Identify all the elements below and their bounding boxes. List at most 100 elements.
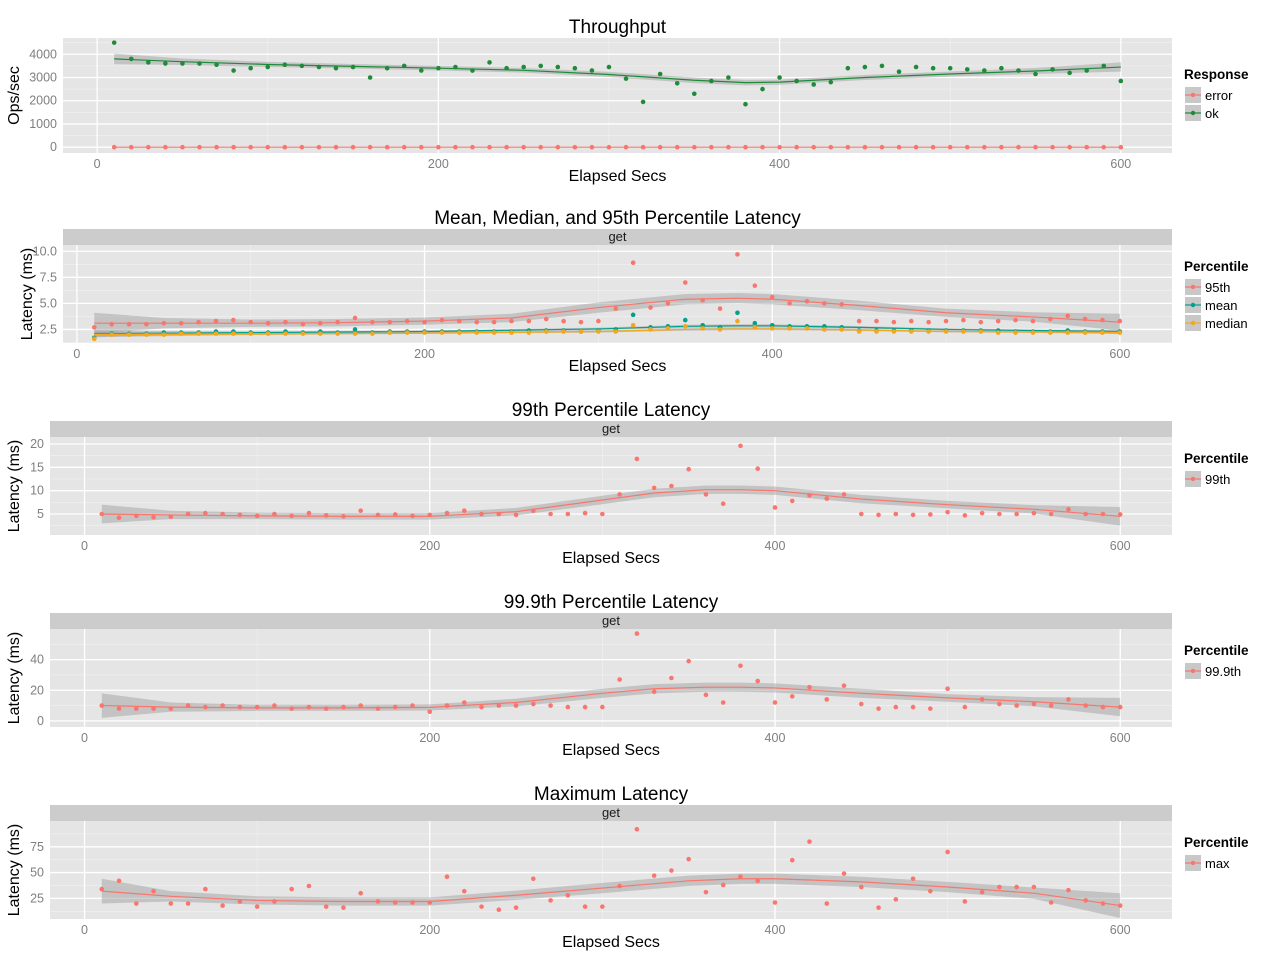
facet-strip	[50, 613, 1172, 629]
x-tick-label: 600	[1110, 539, 1131, 553]
data-point-median	[891, 329, 897, 334]
data-point-max	[237, 899, 243, 904]
legend-item-error: error	[1205, 88, 1233, 103]
plot-background	[63, 38, 1172, 153]
data-point-max	[945, 849, 950, 855]
data-point-99th	[565, 511, 571, 517]
data-point-ok	[350, 64, 356, 70]
smooth-line-99th	[101, 489, 1121, 517]
data-point-99th	[1100, 511, 1106, 517]
data-point-ok	[299, 63, 305, 69]
data-point-error	[367, 144, 373, 150]
data-point-max	[858, 884, 864, 890]
data-point-ok	[1118, 78, 1124, 84]
data-point-95th	[491, 319, 497, 325]
x-tick-label: 200	[419, 539, 440, 553]
data-point-99th	[945, 509, 950, 515]
data-point-max	[185, 901, 191, 906]
facet-strip	[50, 421, 1172, 437]
x-tick-label: 400	[769, 157, 790, 171]
smooth-line-95th	[94, 297, 1120, 324]
smooth-line-mean	[94, 325, 1120, 335]
data-point-99th	[1031, 510, 1037, 516]
data-point-error	[401, 144, 407, 150]
data-point-95th	[265, 320, 271, 326]
data-point-max	[116, 878, 122, 884]
data-point-99th	[254, 513, 260, 519]
data-point-99th	[151, 514, 156, 520]
data-point-error	[163, 144, 168, 150]
data-point-99th	[703, 492, 709, 497]
data-point-99th	[168, 514, 174, 520]
x-axis-label: Elapsed Secs	[569, 168, 667, 185]
smooth-line-median	[94, 328, 1120, 336]
data-layer	[99, 826, 1123, 918]
data-point-max	[410, 900, 415, 905]
data-point-median	[509, 330, 514, 335]
data-point-max	[479, 904, 484, 909]
data-point-error	[146, 144, 151, 150]
data-point-99.9th	[928, 706, 933, 711]
data-point-99th	[634, 456, 640, 462]
data-point-max	[1117, 903, 1123, 908]
data-point-error	[1118, 144, 1124, 150]
x-tick-label: 0	[81, 731, 88, 745]
data-point-error	[418, 144, 424, 150]
data-point-median	[978, 329, 984, 334]
data-point-median	[752, 325, 758, 330]
chart-title: Mean, Median, and 95th Percentile Latenc…	[434, 208, 801, 229]
data-point-error	[197, 144, 202, 150]
data-point-max	[669, 868, 674, 873]
data-point-max	[392, 900, 398, 905]
data-point-99.9th	[272, 703, 277, 708]
data-point-error	[1084, 144, 1089, 150]
data-point-max	[1066, 887, 1071, 893]
data-point-99th	[582, 510, 588, 516]
data-point-max	[893, 897, 899, 902]
chart-panel-2: Mean, Median, and 95th Percentile Latenc…	[19, 208, 1249, 375]
data-point-max	[928, 888, 933, 894]
data-point-99.9th	[203, 704, 208, 710]
facet-strip-label: get	[602, 421, 620, 436]
data-point-99th	[841, 492, 847, 497]
data-point-median	[543, 329, 549, 334]
plot-background	[63, 245, 1172, 343]
confidence-band-99th	[101, 485, 1121, 526]
data-point-ok	[1016, 68, 1021, 73]
legend-title: Percentile	[1184, 643, 1249, 658]
data-point-99.9th	[979, 697, 985, 702]
data-point-99th	[1066, 507, 1071, 512]
data-point-99.9th	[392, 704, 398, 710]
data-point-ok	[1101, 63, 1107, 69]
data-point-99.9th	[134, 706, 139, 711]
data-point-error	[999, 144, 1004, 150]
data-point-ok	[674, 81, 680, 86]
data-point-95th	[1030, 318, 1036, 324]
data-point-error	[521, 144, 526, 150]
data-point-99th	[789, 498, 795, 504]
data-point-99.9th	[876, 706, 881, 711]
data-point-median	[283, 331, 288, 336]
data-point-max	[151, 888, 156, 894]
y-axis-label: Latency (ms)	[19, 248, 36, 340]
data-point-error	[1016, 144, 1021, 150]
x-tick-label: 200	[414, 347, 435, 361]
data-point-95th	[422, 319, 427, 325]
data-layer	[91, 252, 1123, 342]
data-point-error	[896, 144, 902, 150]
data-point-max	[634, 826, 640, 832]
data-point-mean	[682, 317, 688, 323]
data-point-95th	[978, 319, 984, 325]
data-point-ok	[436, 65, 441, 71]
data-point-95th	[1100, 317, 1105, 323]
data-point-99th	[479, 511, 484, 517]
data-point-median	[961, 329, 966, 334]
y-axis-label: Latency (ms)	[6, 440, 23, 532]
data-point-ok	[982, 68, 987, 73]
y-tick-label: 20	[30, 437, 44, 451]
y-tick-label: 7.5	[40, 270, 57, 284]
facet-strip-label: get	[602, 805, 620, 820]
data-point-99th	[461, 508, 467, 514]
data-point-error	[299, 144, 305, 150]
